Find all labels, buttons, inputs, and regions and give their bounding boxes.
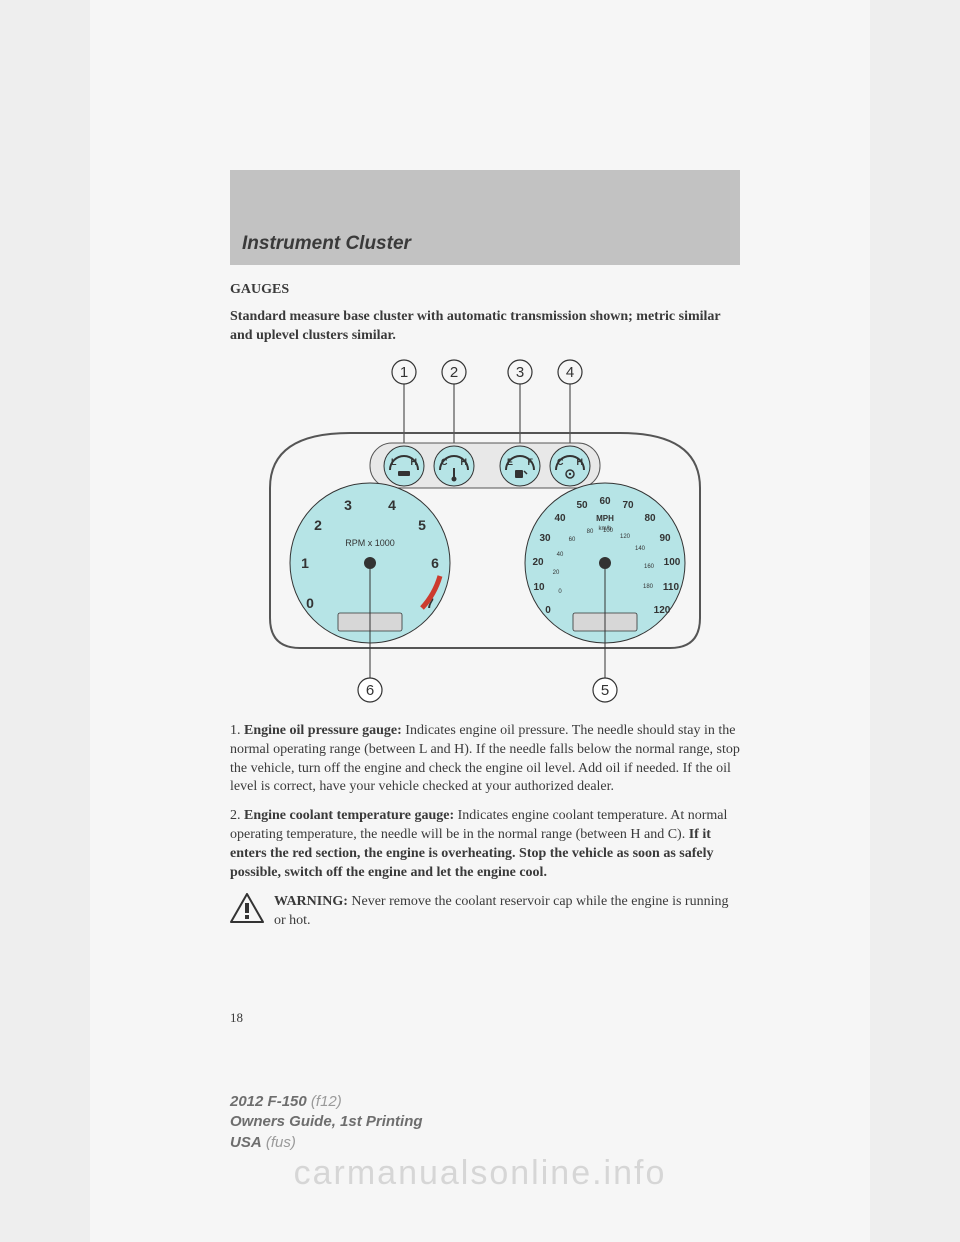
callout-2: 2 [450, 364, 458, 381]
svg-text:30: 30 [539, 533, 551, 544]
content: GAUGES Standard measure base cluster wit… [230, 282, 740, 937]
footer-line1: 2012 F-150 (f12) [230, 1092, 423, 1112]
footer-line3: USA (fus) [230, 1133, 423, 1153]
svg-text:H: H [461, 457, 468, 467]
svg-text:70: 70 [622, 500, 634, 511]
cluster-diagram: 1 2 3 4 LH [230, 358, 740, 708]
svg-text:60: 60 [599, 496, 611, 507]
svg-text:RPM x 1000: RPM x 1000 [345, 538, 395, 548]
footer-region: USA [230, 1134, 262, 1151]
callout-4: 4 [566, 364, 574, 381]
warning-box: WARNING: Never remove the coolant reserv… [230, 893, 740, 931]
svg-text:20: 20 [553, 570, 560, 576]
item1-title: Engine oil pressure gauge: [244, 723, 402, 738]
svg-text:5: 5 [418, 517, 426, 533]
svg-text:0: 0 [306, 595, 314, 611]
item-2: 2. Engine coolant temperature gauge: Ind… [230, 807, 740, 883]
warning-text: WARNING: Never remove the coolant reserv… [274, 893, 740, 931]
svg-text:20: 20 [532, 557, 544, 568]
callout-6: 6 [366, 682, 374, 699]
svg-text:100: 100 [664, 557, 681, 568]
warning-icon [230, 893, 264, 923]
svg-text:L: L [391, 457, 397, 467]
footer-code1: (f12) [307, 1093, 342, 1110]
item2-title: Engine coolant temperature gauge: [244, 808, 454, 823]
svg-text:F: F [528, 457, 534, 467]
svg-text:160: 160 [644, 564, 655, 570]
svg-text:50: 50 [576, 500, 588, 511]
gauge-temp-icon: CH [434, 446, 474, 486]
svg-text:C: C [441, 457, 448, 467]
svg-text:6: 6 [431, 555, 439, 571]
gauge-trans-icon: CH [550, 446, 590, 486]
svg-text:0: 0 [545, 605, 551, 616]
svg-text:80: 80 [644, 513, 656, 524]
item2-lead: 2. [230, 808, 244, 823]
warning-label: WARNING: [274, 894, 348, 909]
footer-code2: (fus) [262, 1134, 296, 1151]
item-1: 1. Engine oil pressure gauge: Indicates … [230, 722, 740, 798]
svg-text:MPH: MPH [596, 514, 614, 523]
svg-text:100: 100 [603, 528, 614, 534]
gauge-fuel-icon: EF [500, 446, 540, 486]
svg-text:2: 2 [314, 517, 322, 533]
callout-5: 5 [601, 682, 609, 699]
svg-text:40: 40 [554, 513, 566, 524]
svg-text:90: 90 [659, 533, 671, 544]
svg-text:120: 120 [620, 534, 631, 540]
callout-3: 3 [516, 364, 524, 381]
item1-lead: 1. [230, 723, 244, 738]
svg-text:40: 40 [557, 552, 564, 558]
header-banner: Instrument Cluster [230, 170, 740, 265]
svg-text:3: 3 [344, 497, 352, 513]
footer: 2012 F-150 (f12) Owners Guide, 1st Print… [230, 1092, 423, 1153]
svg-text:180: 180 [643, 584, 654, 590]
page-number: 18 [230, 1010, 243, 1026]
svg-text:H: H [411, 457, 418, 467]
svg-text:80: 80 [587, 529, 594, 535]
svg-text:120: 120 [654, 605, 671, 616]
svg-text:60: 60 [569, 537, 576, 543]
section-title: GAUGES [230, 282, 740, 298]
footer-line2: Owners Guide, 1st Printing [230, 1112, 423, 1132]
svg-text:E: E [507, 457, 513, 467]
page: Instrument Cluster GAUGES Standard measu… [90, 0, 870, 1242]
svg-text:140: 140 [635, 546, 646, 552]
svg-text:10: 10 [533, 582, 545, 593]
svg-text:110: 110 [663, 582, 680, 593]
svg-text:C: C [557, 457, 564, 467]
header-title: Instrument Cluster [242, 233, 411, 255]
svg-text:1: 1 [301, 555, 309, 571]
footer-model: 2012 F-150 [230, 1093, 307, 1110]
callout-1: 1 [400, 364, 408, 381]
section-subtitle: Standard measure base cluster with autom… [230, 308, 740, 346]
gauge-oil-icon: LH [384, 446, 424, 486]
svg-text:4: 4 [388, 497, 396, 513]
svg-text:H: H [577, 457, 584, 467]
